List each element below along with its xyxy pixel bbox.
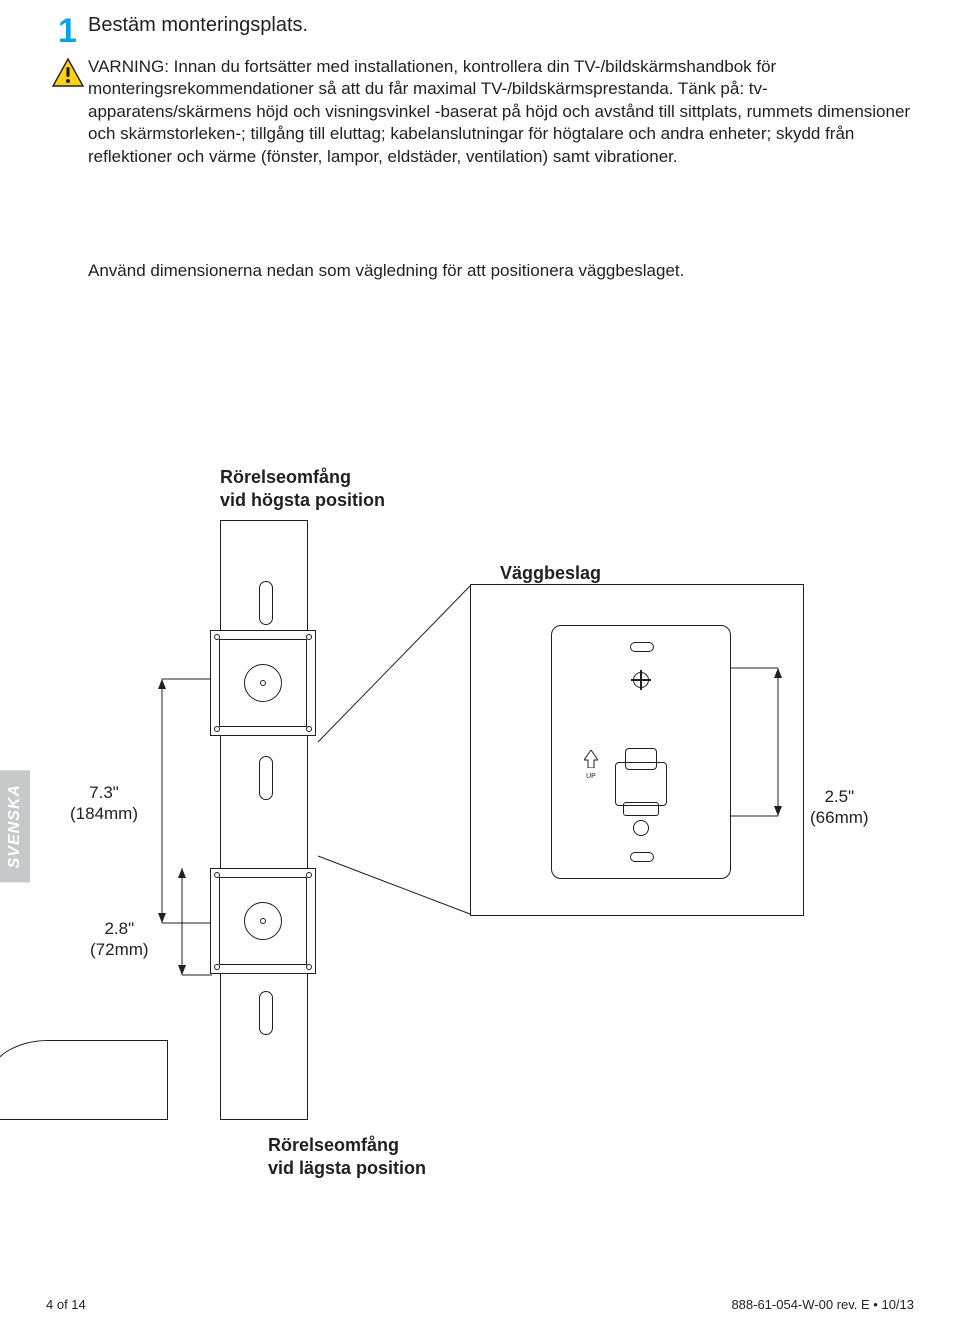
measure-28-mm: (72mm) bbox=[90, 939, 149, 960]
step-title: Bestäm monteringsplats. bbox=[88, 14, 308, 37]
step-number: 1 bbox=[58, 12, 77, 51]
up-label: UP bbox=[586, 773, 596, 780]
measure-73-mm: (184mm) bbox=[70, 803, 138, 824]
measure-25-in: 2.5" bbox=[810, 786, 869, 807]
measure-25-mm: (66mm) bbox=[810, 807, 869, 828]
measure-73: 7.3" (184mm) bbox=[70, 782, 138, 825]
caption-top-range: Rörelseomfång vid högsta position bbox=[220, 466, 385, 511]
page-footer: 4 of 14 888-61-054-W-00 rev. E • 10/13 bbox=[46, 1297, 914, 1312]
measure-25: 2.5" (66mm) bbox=[810, 786, 869, 829]
doc-revision: 888-61-054-W-00 rev. E • 10/13 bbox=[731, 1297, 914, 1312]
caption-bottom-range: Rörelseomfång vid lägsta position bbox=[268, 1134, 426, 1179]
body-paragraph-2: Använd dimensionerna nedan som väglednin… bbox=[88, 260, 914, 282]
measure-73-in: 7.3" bbox=[70, 782, 138, 803]
up-arrow-icon: UP bbox=[581, 750, 601, 781]
body-paragraph-1: VARNING: Innan du fortsätter med install… bbox=[88, 56, 914, 168]
page-number: 4 of 14 bbox=[46, 1297, 86, 1312]
dim-28 bbox=[168, 520, 218, 990]
warning-icon bbox=[52, 58, 84, 88]
measure-28-in: 2.8" bbox=[90, 918, 149, 939]
locking-mechanism: UP bbox=[607, 744, 675, 814]
wall-plate: UP bbox=[551, 625, 731, 879]
dim-25 bbox=[730, 520, 810, 920]
measure-28: 2.8" (72mm) bbox=[90, 918, 149, 961]
